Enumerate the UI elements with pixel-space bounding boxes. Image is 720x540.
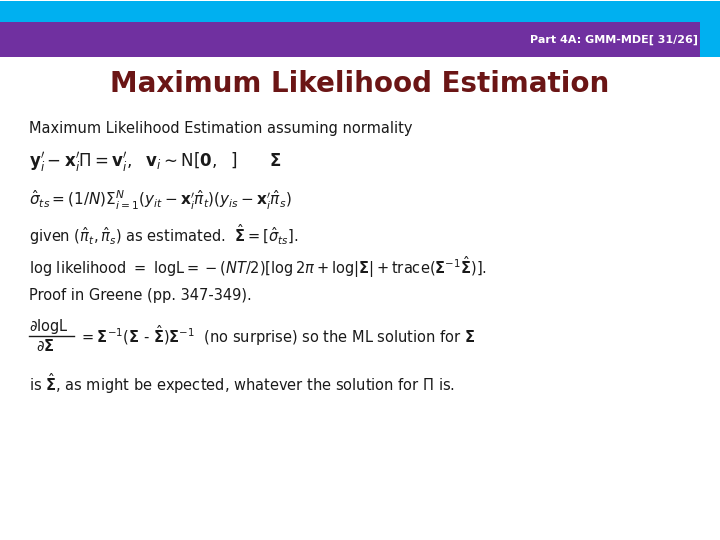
Text: Part 4A: GMM-MDE[ 31/26]: Part 4A: GMM-MDE[ 31/26] xyxy=(531,35,698,45)
Text: log likelihood $=$ logL$=-(NT/2)[\log 2\pi + \log|\mathbf{\Sigma}| + \mathrm{tra: log likelihood $=$ logL$=-(NT/2)[\log 2\… xyxy=(29,254,487,280)
Text: $\mathbf{y}_i' - \mathbf{x}_i'\Pi = \mathbf{v}_i',\ \ \mathbf{v}_i \sim \mathrm{: $\mathbf{y}_i' - \mathbf{x}_i'\Pi = \mat… xyxy=(29,150,282,174)
Text: given $(\hat{\pi}_t, \hat{\pi}_s)$ as estimated.  $\hat{\mathbf{\Sigma}} = [\hat: given $(\hat{\pi}_t, \hat{\pi}_s)$ as es… xyxy=(29,222,298,247)
Text: $= \mathbf{\Sigma}^{-1}(\mathbf{\Sigma}\ \text{-}\ \hat{\mathbf{\Sigma}})\mathbf: $= \mathbf{\Sigma}^{-1}(\mathbf{\Sigma}\… xyxy=(79,323,475,348)
Text: Maximum Likelihood Estimation: Maximum Likelihood Estimation xyxy=(110,70,610,98)
Bar xyxy=(0,22,720,57)
Text: $\partial \mathrm{logL}$: $\partial \mathrm{logL}$ xyxy=(29,316,68,336)
Bar xyxy=(700,22,720,57)
Text: $\hat{\sigma}_{ts} = (1/N)\Sigma_{i=1}^{N}(y_{it} - \mathbf{x}_i'\hat{\pi}_t)(y_: $\hat{\sigma}_{ts} = (1/N)\Sigma_{i=1}^{… xyxy=(29,188,292,212)
Text: Proof in Greene (pp. 347-349).: Proof in Greene (pp. 347-349). xyxy=(29,288,251,303)
Text: is $\hat{\mathbf{\Sigma}}$, as might be expected, whatever the solution for $\Pi: is $\hat{\mathbf{\Sigma}}$, as might be … xyxy=(29,371,455,396)
Text: $\partial \mathbf{\Sigma}$: $\partial \mathbf{\Sigma}$ xyxy=(36,338,55,354)
Text: Maximum Likelihood Estimation assuming normality: Maximum Likelihood Estimation assuming n… xyxy=(29,121,413,136)
Bar xyxy=(0,1,720,22)
